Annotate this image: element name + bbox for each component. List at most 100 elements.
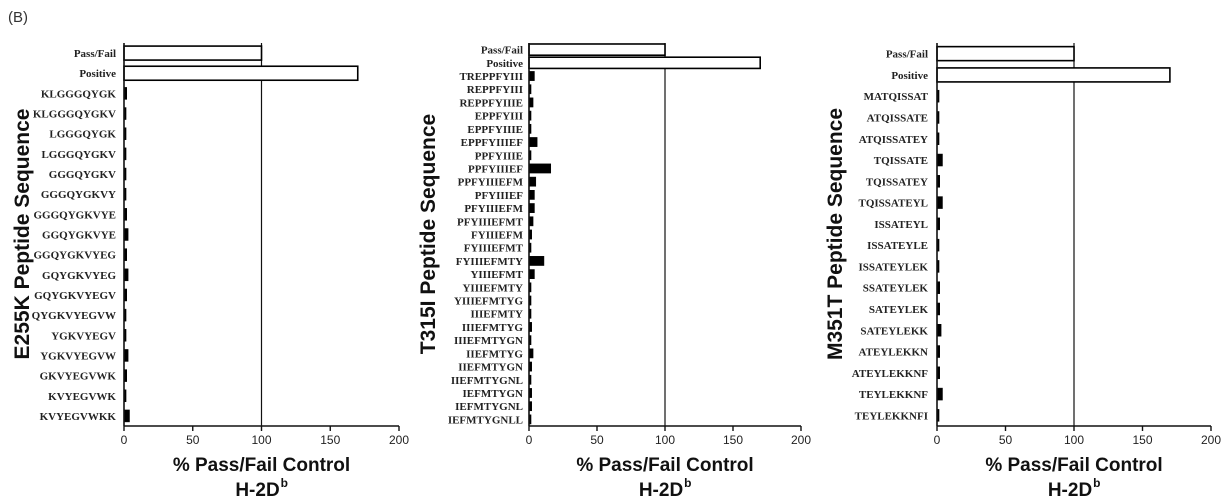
y-axis-title: E255K Peptide Sequence (11, 109, 34, 360)
category-label: IIIEFMTYGN (454, 335, 523, 347)
category-label: YGKVYEGV (51, 330, 116, 342)
category-label: GGGQYGKVY (41, 189, 116, 201)
category-label: SSATEYLEK (863, 283, 929, 295)
category-label: GQYGKVYEG (42, 270, 116, 282)
category-label: KLGGGQYGKV (33, 109, 116, 121)
y-axis-title: M351T Peptide Sequence (824, 108, 847, 360)
category-label: PPFYIIIEFM (458, 177, 524, 189)
category-label: ISSATEYLEK (859, 261, 929, 273)
category-label: IIIEFMTYG (462, 322, 524, 334)
category-label: ISSATEYL (874, 219, 928, 231)
category-label: ATQISSATE (867, 112, 928, 124)
bar (528, 56, 761, 70)
category-label: IIEFMTYGNL (451, 375, 523, 387)
category-label: SATEYLEK (869, 304, 929, 316)
x-tick-label: 0 (121, 433, 128, 447)
category-label: LGGGQYGKV (41, 149, 116, 161)
x-axis-subtitle: H-2D (639, 480, 683, 501)
bar (123, 65, 359, 82)
category-label: FYIIIEFMTY (456, 256, 523, 268)
chart-panel-e255k: Pass/Fail Positive KLGGGQYGK KLGGGQYGKV LGGG… (11, 43, 409, 501)
x-tick-label: 100 (1064, 433, 1084, 447)
x-tick-label: 150 (1132, 433, 1152, 447)
bar (528, 190, 535, 200)
category-label: Positive (79, 68, 116, 80)
category-label: TQISSATEYL (859, 198, 929, 210)
x-axis-subtitle-superscript: b (684, 476, 691, 490)
category-label: IEFMTYGNL (455, 401, 523, 413)
bar (123, 409, 130, 423)
category-label: FYIIIEFMT (464, 243, 524, 255)
category-label: SATEYLEKK (860, 325, 928, 337)
x-tick-label: 200 (791, 433, 811, 447)
x-axis-subtitle-superscript: b (1093, 476, 1100, 490)
bar (936, 45, 1075, 62)
category-label: PPFYIIIEF (468, 163, 523, 175)
bar (936, 67, 1171, 83)
category-label: GQYGKVYEGV (34, 290, 116, 302)
category-label: REPPFYIIIE (459, 97, 523, 109)
category-label: PFYIIIEFMT (457, 216, 524, 228)
x-tick-label: 50 (590, 433, 604, 447)
category-label: GGQYGKVYEG (33, 250, 116, 262)
category-label: FYIIIEFM (471, 230, 524, 242)
category-label: TEYLEKKNFI (855, 410, 928, 422)
category-label: GGQYGKVYE (42, 230, 116, 242)
category-label: QYGKVYEGVW (32, 310, 116, 322)
category-label: KVYEGVWKK (40, 411, 117, 423)
category-label: Positive (891, 70, 928, 82)
category-label: TQISSATE (874, 155, 928, 167)
x-axis-title: % Pass/Fail Control (985, 455, 1162, 476)
bar (528, 137, 538, 147)
x-axis-title: % Pass/Fail Control (576, 455, 753, 476)
bar (528, 43, 666, 57)
bar (528, 256, 545, 266)
category-label: EPPFYIIIEF (461, 137, 524, 149)
x-tick-label: 100 (251, 433, 271, 447)
category-label: IEFMTYGNLL (448, 414, 523, 426)
x-tick-label: 200 (389, 433, 409, 447)
category-label: ATEYLEKKNF (852, 368, 928, 380)
bar (936, 153, 943, 167)
category-label: IIEFMTYG (466, 348, 523, 360)
x-tick-label: 0 (526, 433, 533, 447)
x-axis-subtitle: H-2D (1048, 480, 1092, 501)
category-label: YIIIEFMTY (462, 282, 523, 294)
bar (936, 196, 943, 209)
category-label: ATQISSATEY (859, 134, 928, 146)
category-label: GKVYEGVWK (40, 371, 117, 383)
category-label: Pass/Fail (481, 45, 523, 57)
category-label: IEFMTYGN (463, 388, 524, 400)
category-label: GGGQYGKVYE (33, 209, 116, 221)
y-axis-title: T315I Peptide Sequence (417, 114, 440, 354)
category-label: EPPFYIIIE (467, 124, 523, 136)
x-tick-label: 200 (1201, 433, 1221, 447)
x-tick-label: 50 (999, 433, 1013, 447)
x-axis-title: % Pass/Fail Control (173, 455, 350, 476)
panel-label: (B) (8, 9, 28, 26)
bar (528, 269, 535, 279)
category-label: LGGGQYGK (49, 129, 116, 141)
chart-panel-t315i: Pass/FailPositiveTREPPFYIIIREPPFYIIIREPP… (417, 43, 811, 501)
x-tick-label: 0 (934, 433, 941, 447)
x-tick-label: 50 (186, 433, 200, 447)
category-label: TREPPFYIII (459, 71, 523, 83)
bar (528, 203, 535, 213)
bar (123, 45, 263, 61)
bar (528, 163, 552, 174)
chart-panel-m351t: Pass/Fail Positive MATQISSAT ATQISSATE ATQIS… (824, 43, 1221, 501)
x-tick-label: 150 (320, 433, 340, 447)
category-label: Pass/Fail (74, 48, 116, 60)
category-label: YIIIEFMT (470, 269, 523, 281)
category-label: IIEFMTYGN (458, 362, 523, 374)
category-label: YIIIEFMTYG (454, 296, 524, 308)
bar (528, 176, 537, 187)
category-label: MATQISSAT (864, 91, 929, 103)
category-label: PFYIIIEFM (464, 203, 523, 215)
category-label: EPPFYIII (475, 111, 523, 123)
category-label: YGKVYEGVW (40, 350, 116, 362)
category-label: TQISSATEY (866, 176, 928, 188)
category-label: TEYLEKKNF (859, 389, 928, 401)
category-label: PFYIIIEF (475, 190, 524, 202)
